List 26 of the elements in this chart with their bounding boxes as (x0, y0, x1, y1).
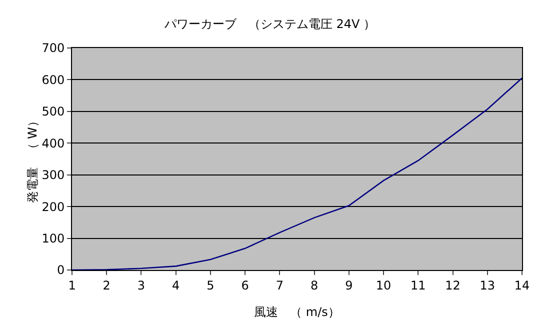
x-axis-title: 風速 （ m/s） (254, 305, 340, 319)
x-tick-label: 2 (102, 278, 110, 292)
x-tick-label: 14 (514, 278, 530, 292)
y-tick-label: 700 (42, 41, 65, 56)
y-tick-label: 0 (56, 263, 65, 278)
x-tick-label: 5 (206, 278, 214, 292)
y-tick-label: 400 (42, 136, 65, 150)
x-tick-label: 8 (310, 278, 318, 292)
line-series (72, 77, 522, 270)
x-tick-label: 11 (410, 278, 426, 292)
x-tick-label: 6 (241, 278, 249, 292)
x-tick-label: 9 (345, 278, 353, 292)
x-tick-label: 3 (137, 278, 146, 292)
y-tick-label: 100 (42, 231, 65, 246)
y-tick-label: 600 (42, 72, 65, 87)
y-tick-label: 200 (42, 200, 65, 214)
x-tick-label: 10 (376, 278, 392, 292)
x-tick-label: 13 (480, 278, 496, 292)
x-tick-label: 4 (172, 278, 180, 292)
chart-title: パワーカーブ （システム電圧 24V ） (163, 17, 376, 32)
x-tick-label: 12 (445, 278, 460, 292)
x-tick-label: 1 (68, 278, 76, 292)
x-tick-label: 7 (276, 278, 284, 292)
y-tick-label: 300 (42, 168, 65, 182)
y-axis-title: 発電量 （ W） (26, 115, 40, 203)
y-tick-label: 500 (42, 104, 65, 119)
